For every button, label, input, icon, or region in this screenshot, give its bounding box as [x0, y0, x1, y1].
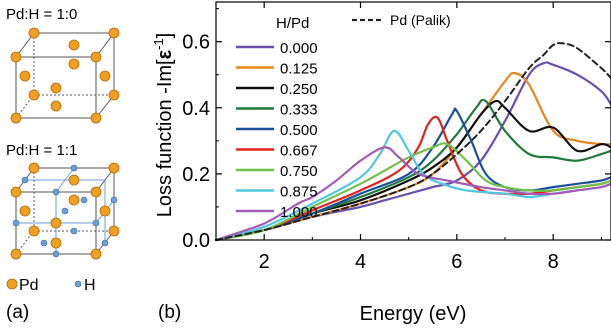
pd-atom: [50, 217, 62, 229]
series-line-1-000: [214, 146, 611, 242]
pd-atom: [28, 89, 40, 101]
series-layer: [214, 42, 611, 242]
y-tick-label: 0.0: [182, 230, 210, 252]
pd-atom: [10, 51, 22, 63]
h-atom: [110, 196, 118, 204]
pd-atom: [19, 205, 31, 217]
h-atom: [21, 176, 29, 184]
h-atom: [101, 239, 109, 247]
pd-atom: [68, 39, 80, 51]
chart-legend: H/Pd 0.000 0.125 0.250 0.333 0.500 0.667 0.750…: [236, 12, 451, 221]
h-atoms: [12, 164, 118, 258]
h-atom: [80, 196, 88, 204]
h-atom: [12, 219, 20, 227]
pd-atom: [50, 100, 62, 112]
legend-label: 0.333: [280, 102, 318, 119]
h-atom: [52, 250, 60, 258]
pd-atom: [28, 27, 40, 39]
pd-cube-diagram: [15, 32, 115, 119]
legend-label: 0.125: [280, 61, 318, 78]
h-atom: [40, 239, 48, 247]
h-atom: [92, 219, 100, 227]
pd-atom: [108, 27, 120, 39]
pd-atom: [10, 112, 22, 124]
legend-label: 0.667: [280, 143, 318, 160]
legend-label: 0.750: [280, 163, 318, 180]
pd-atom: [90, 51, 102, 63]
pd-atom: [68, 174, 80, 186]
h-atom: [61, 207, 69, 215]
h-legend-label: H: [84, 277, 96, 294]
pd-legend-label: Pd: [19, 277, 39, 294]
pd-atoms-top: [10, 27, 120, 124]
panel-a-top-title: Pd:H = 1:0: [6, 6, 77, 23]
pd-atom: [108, 162, 120, 174]
pd-atom: [99, 205, 111, 217]
x-tick-label: 6: [451, 251, 462, 273]
pd-atom: [50, 237, 62, 249]
panel-a-label: (a): [6, 302, 29, 323]
y-axis-label: Loss function -Im[ε-1]: [151, 33, 176, 217]
pd-atom: [90, 248, 102, 260]
h-atom: [52, 188, 60, 196]
pd-atoms-bottom: [10, 162, 120, 260]
pd-atom: [68, 58, 80, 70]
pd-atom: [28, 162, 40, 174]
pd-atom: [28, 225, 40, 237]
pd-atom: [90, 112, 102, 124]
pd-atom: [99, 70, 111, 82]
panel-a-bottom-title: Pd:H = 1:1: [6, 142, 77, 159]
pd-atom: [19, 70, 31, 82]
legend-items: 0.000 0.125 0.250 0.333 0.500 0.667 0.750 0.875…: [236, 12, 451, 221]
series-line-pd-palik-: [215, 42, 611, 241]
legend-label: 0.875: [280, 184, 318, 201]
h-atom: [70, 227, 78, 235]
series-line-0-750: [214, 142, 611, 242]
pd-legend-icon: [6, 278, 18, 290]
pd-atom: [68, 194, 80, 206]
plot-area: 2 4 6 8 0.0 0.2 0.4 0.6: [182, 1, 611, 273]
x-tick-label: 8: [548, 251, 559, 273]
pd-atom: [10, 186, 22, 198]
y-tick-label: 0.6: [182, 32, 210, 54]
h-legend-icon: [74, 280, 82, 288]
panel-b-label: (b): [158, 302, 181, 323]
series-line-0-000: [214, 61, 611, 242]
x-tick-label: 2: [259, 251, 270, 273]
legend-label: 1.000: [280, 204, 318, 221]
series-line-0-500: [214, 107, 611, 242]
pd-atom: [50, 82, 62, 94]
h-atom: [70, 164, 78, 172]
legend-label: 0.250: [280, 81, 318, 98]
y-tick-label: 0.4: [182, 98, 210, 120]
legend-label: 0.500: [280, 122, 318, 139]
pd-atom: [108, 89, 120, 101]
legend-label: 0.000: [280, 40, 318, 57]
x-tick-label: 4: [355, 251, 366, 273]
pd-atom: [108, 225, 120, 237]
ticks-layer: 2 4 6 8 0.0 0.2 0.4 0.6: [182, 2, 611, 273]
pd-atom: [90, 186, 102, 198]
legend-title: H/Pd: [276, 15, 309, 32]
plot-frame: [215, 1, 611, 241]
atom-legend: Pd H: [6, 277, 96, 294]
y-tick-label: 0.2: [182, 164, 210, 186]
pd-atom: [10, 248, 22, 260]
legend-label-dashed: Pd (Palik): [390, 12, 451, 28]
x-axis-label: Energy (eV): [360, 303, 467, 325]
panel-a: Pd:H = 1:0: [6, 6, 120, 323]
